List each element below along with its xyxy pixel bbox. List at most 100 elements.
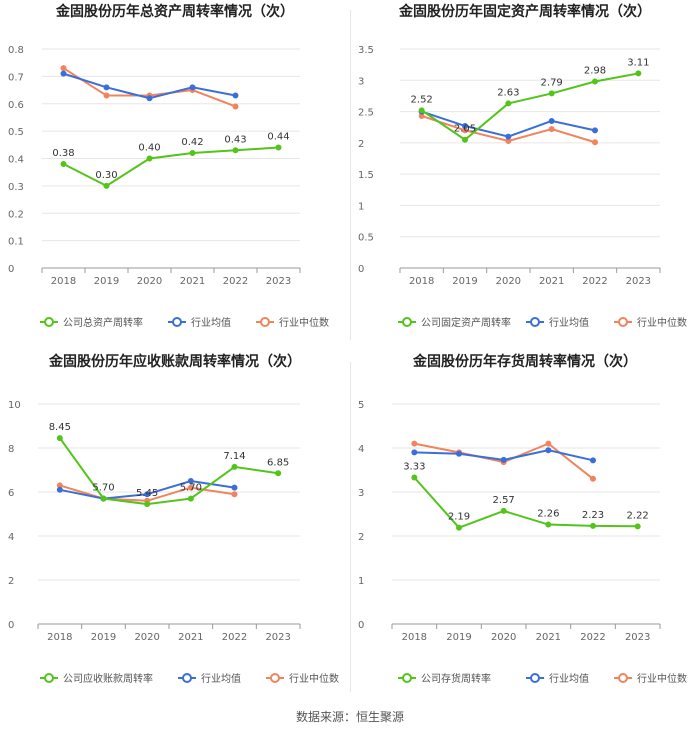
chart-panel-fixed-asset-turnover: 金固股份历年固定资产周转率情况（次） 0 0.5 1 1.5 2 2.5 3 3.5 2018 20… [350,0,700,350]
series-line-company [413,476,638,529]
data-point-company [103,182,110,189]
data-point-industry-avg [146,95,153,102]
x-tick-label: 2021 [180,276,205,287]
legend-marker-icon [270,673,280,683]
y-tick-label: 6 [8,488,14,499]
data-label: 5.70 [180,483,202,494]
data-point-company [56,435,63,442]
legend-label: 公司存货周转率 [421,672,491,685]
data-point-industry-median [103,92,110,99]
legend-item-industry-avg: 行业均值 [526,316,589,329]
series-line-company [421,72,639,141]
panel-divider [350,362,351,692]
data-point-industry-median [187,484,194,491]
data-label: 2.63 [497,87,519,98]
legend-item-industry-median: 行业中位数 [256,316,329,329]
data-point-industry-avg [500,456,507,463]
data-point-company [505,100,512,107]
y-tick-label: 1.5 [358,170,374,181]
data-point-industry-avg [592,127,598,134]
data-point-industry-median [548,126,555,133]
series-line-company [59,437,279,506]
x-tick-label: 2023 [265,632,290,643]
x-tick-label: 2018 [47,632,72,643]
legend-label: 行业均值 [191,316,231,329]
legend-item-industry-median: 行业中位数 [614,316,687,329]
y-tick-label: 0.1 [8,237,24,248]
legend-item-industry-avg: 行业均值 [526,672,589,685]
data-point-company [592,78,598,85]
x-tick-label: 2019 [91,632,116,643]
chart-fixed-asset-turnover: 金固股份历年固定资产周转率情况（次） 0 0.5 1 1.5 2 2.5 3 3.5 2018 20… [358,3,687,329]
x-tick-label: 2023 [266,276,291,287]
legend-marker-icon [618,673,628,683]
x-tick-label: 2021 [539,276,564,287]
data-label: 6.85 [267,457,289,468]
x-tick-label: 2019 [94,276,119,287]
legend-label: 行业均值 [549,672,589,685]
data-point-industry-avg [548,117,555,124]
data-point-company [634,523,641,530]
legend-marker-icon [402,673,412,683]
x-tick-label: 2020 [496,276,521,287]
legend-item-industry-median: 行业中位数 [614,672,687,685]
legend-marker-icon [44,317,54,327]
data-label: 7.14 [223,451,245,462]
x-tick-label: 2022 [580,632,605,643]
y-tick-label: 0 [8,264,14,275]
y-tick-label: 0.7 [8,72,24,83]
chart-receivables-turnover: 金固股份历年应收账款周转率情况（次） 0 2 4 6 8 10 2018 2019 2020 202… [8,353,339,685]
legend-marker-icon [172,317,182,327]
y-tick-label: 5 [358,400,364,411]
data-point-industry-median [231,491,238,498]
data-label: 2.19 [448,512,470,523]
data-point-industry-avg [144,491,151,498]
x-tick-label: 2020 [137,276,162,287]
legend-label: 行业均值 [201,672,241,685]
data-point-industry-avg [187,478,194,484]
legend-label: 公司总资产周转率 [63,316,143,329]
data-point-company [462,136,468,143]
legend-label: 行业均值 [549,316,589,329]
x-tick-label: 2023 [626,276,651,287]
legend-marker-icon [44,673,54,683]
y-tick-label: 0.6 [8,100,24,111]
data-point-industry-median [232,103,239,110]
y-tick-label: 4 [358,444,364,455]
data-point-company [275,470,282,477]
x-tick-label: 2021 [536,632,561,643]
data-point-industry-avg [231,484,238,491]
chart-total-asset-turnover: 金固股份历年总资产周转率情况（次） 0 0.1 0.2 0.3 0.4 0.5 0.6 0.7 0… [8,3,329,329]
y-tick-label: 2 [8,576,14,587]
data-label: 0.44 [267,132,289,143]
y-tick-label: 0.3 [8,182,24,193]
data-point-industry-avg [590,457,596,464]
data-point-industry-avg [189,84,196,91]
chart-panel-total-asset-turnover: 金固股份历年总资产周转率情况（次） 0 0.1 0.2 0.3 0.4 0.5 0.6 0.7 0… [0,0,350,350]
legend-label: 公司应收账款周转率 [63,672,153,685]
y-tick-label: 0.5 [358,233,374,244]
data-label: 3.11 [627,57,649,68]
data-point-company [456,524,462,531]
data-label: 0.43 [224,134,246,145]
y-tick-label: 1 [358,576,364,587]
chart-title: 金固股份历年应收账款周转率情况（次） [48,353,301,370]
x-tick-label: 2019 [446,632,471,643]
data-point-company [232,147,239,154]
x-tick-label: 2022 [223,276,248,287]
data-label: 0.42 [181,137,203,148]
data-point-industry-median [592,139,598,146]
x-tick-label: 2021 [178,632,203,643]
data-point-industry-avg [103,84,110,91]
x-tick-label: 2020 [491,632,516,643]
y-tick-label: 0.4 [8,155,24,166]
data-point-industry-median [590,475,596,482]
data-point-company [411,474,418,481]
chart-panel-inventory-turnover: 金固股份历年存货周转率情况（次） 0 1 2 3 4 5 2018 2019 2020 2021 20… [350,350,700,700]
data-point-company [231,463,238,470]
y-tick-label: 2 [358,532,364,543]
y-tick-label: 3.5 [358,45,374,56]
legend-marker-icon [182,673,192,683]
data-point-company [418,107,425,114]
data-label: 2.23 [582,510,604,521]
